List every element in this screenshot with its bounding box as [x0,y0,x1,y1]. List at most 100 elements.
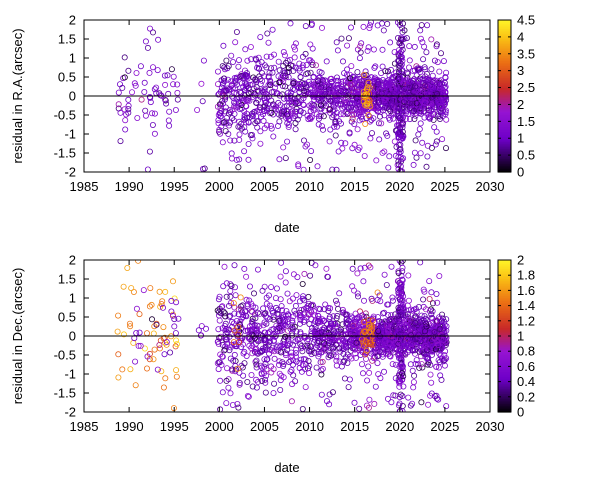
data-point [162,288,169,295]
data-point [392,375,399,382]
colorbar-swatch [498,138,511,141]
data-point [261,97,268,104]
data-point [325,354,332,361]
data-point [270,102,277,109]
data-point [258,87,265,94]
data-point [405,394,412,401]
data-point [321,317,328,324]
data-point [293,358,300,365]
data-point [280,360,287,367]
data-point [217,333,224,340]
data-point [303,88,310,95]
colorbar-swatch [498,28,511,31]
colorbar-swatch [498,160,511,163]
data-point [306,114,313,121]
data-point [214,360,221,367]
data-point [336,358,343,365]
data-point [237,294,244,301]
data-point [427,361,434,368]
data-point [338,326,345,333]
colorbar-swatch [498,106,511,109]
data-point [217,113,224,120]
data-point [368,74,375,81]
data-point [387,108,394,115]
data-point [270,133,277,140]
data-point [341,375,348,382]
y-tick-label: 1 [69,51,76,66]
data-point [376,84,383,91]
data-point [388,347,395,354]
data-point [142,38,149,45]
data-point [359,312,366,319]
data-point [371,400,378,407]
data-point [146,303,153,310]
data-point [312,262,319,269]
data-point [424,142,431,149]
data-point [425,354,432,361]
data-point [173,373,180,380]
data-point [244,378,251,385]
colorbar-swatch [498,63,511,67]
data-point [304,342,311,349]
data-point [220,119,227,126]
data-point [130,339,137,346]
data-point [273,285,280,292]
data-point [319,365,326,372]
data-point [436,314,443,321]
data-point [279,73,286,80]
data-point [292,310,299,317]
data-point [163,341,170,348]
data-point [298,306,305,313]
data-point [263,53,270,60]
data-point [303,62,310,69]
data-point [357,110,364,117]
data-point [396,68,403,75]
data-point [419,139,426,146]
colorbar-swatch [498,112,511,116]
data-point [417,150,424,157]
data-point [306,102,313,109]
data-point [327,321,334,328]
data-point [311,308,318,315]
data-point [240,372,247,379]
data-point [252,346,259,353]
colorbar-swatch [498,332,511,335]
data-point [217,377,224,384]
data-point [340,337,347,344]
data-point [357,49,364,56]
colorbar-swatch [498,131,511,134]
data-point [364,98,371,105]
data-point [133,305,140,312]
data-point [298,345,305,352]
data-point [307,89,314,96]
data-point [278,372,285,379]
data-point [278,76,285,83]
colorbar-swatch [498,386,511,389]
data-point [282,268,289,275]
data-point [273,344,280,351]
colorbar-swatch [498,327,511,330]
data-point [333,39,340,46]
data-point [162,96,169,103]
data-point [162,81,169,88]
data-point [342,96,349,103]
data-point [312,324,319,331]
data-point [231,310,238,317]
data-point [341,70,348,77]
colorbar-swatch [498,334,511,337]
colorbar-swatch [498,395,511,398]
colorbar-tick-label: 4.5 [517,13,535,28]
data-point [350,100,357,107]
data-point [266,329,273,336]
data-point [249,135,256,142]
data-point [227,299,234,306]
data-point [123,111,130,118]
data-point [142,112,149,119]
data-point [413,318,420,325]
data-point [264,30,271,37]
data-point [428,289,435,296]
data-point [232,85,239,92]
data-point [440,337,447,344]
data-point [346,353,353,360]
data-point [367,135,374,142]
